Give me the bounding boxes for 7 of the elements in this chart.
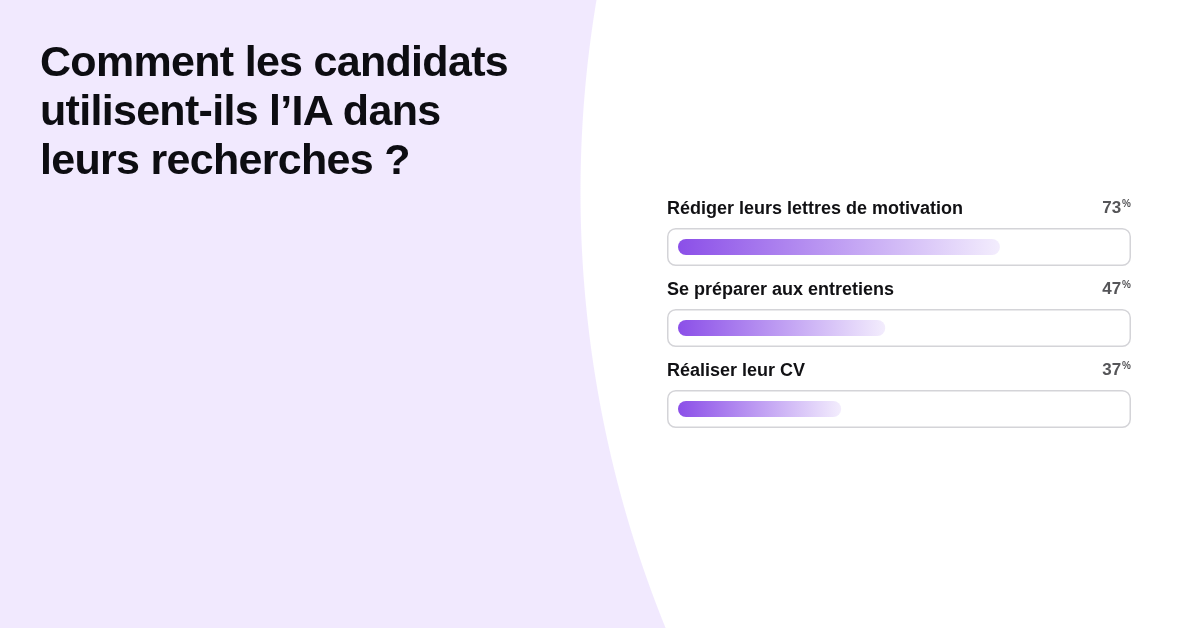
data-label: 47$^{%}$ <box>1102 278 1131 300</box>
y-tick-label: Réaliser leur CV <box>667 360 806 380</box>
y-tick-label: Rédiger leurs lettres de motivation <box>667 198 964 218</box>
data-label: 73$^{%}$ <box>1102 197 1131 219</box>
text: Comment les candidats utilisent-ils l’IA dans leurs recherches ? <box>40 37 509 184</box>
y-tick-label: Se préparer aux entretiens <box>667 279 895 299</box>
data-label: 37$^{%}$ <box>1102 359 1131 381</box>
